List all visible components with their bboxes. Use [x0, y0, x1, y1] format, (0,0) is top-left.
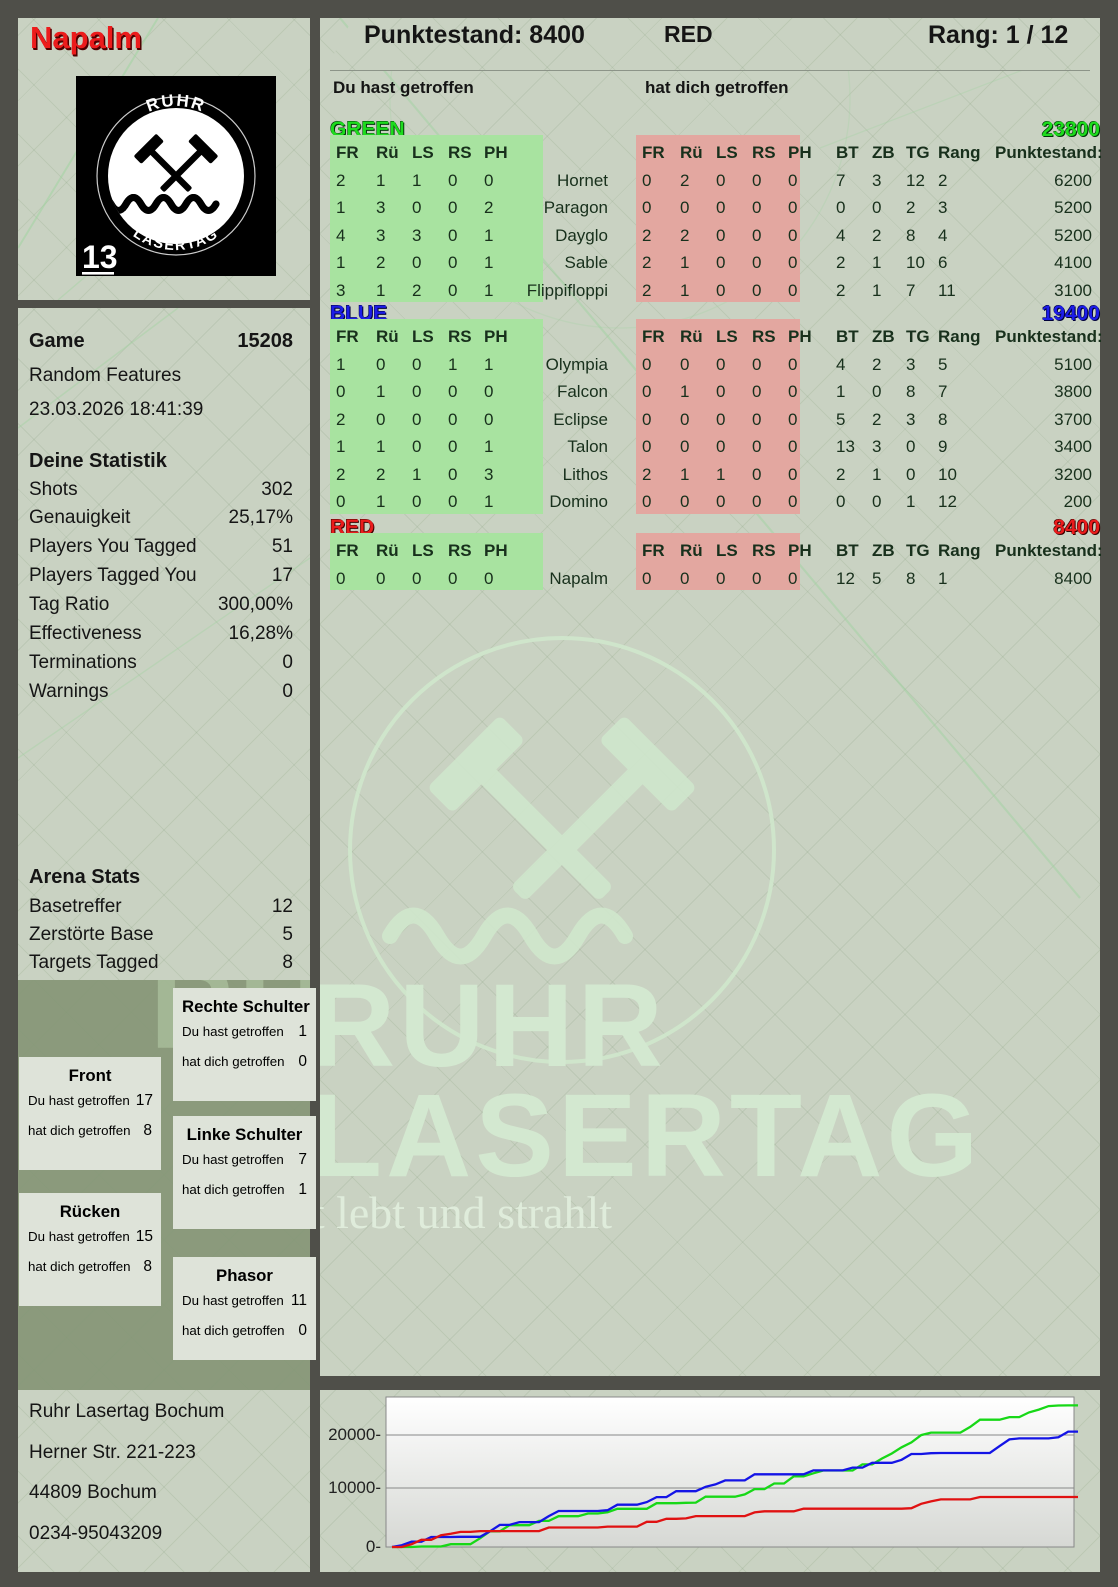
svg-text:0-: 0- — [366, 1537, 381, 1556]
svg-text:10000-: 10000- — [328, 1478, 381, 1497]
svg-text:13: 13 — [82, 239, 118, 275]
svg-text:20000-: 20000- — [328, 1425, 381, 1444]
